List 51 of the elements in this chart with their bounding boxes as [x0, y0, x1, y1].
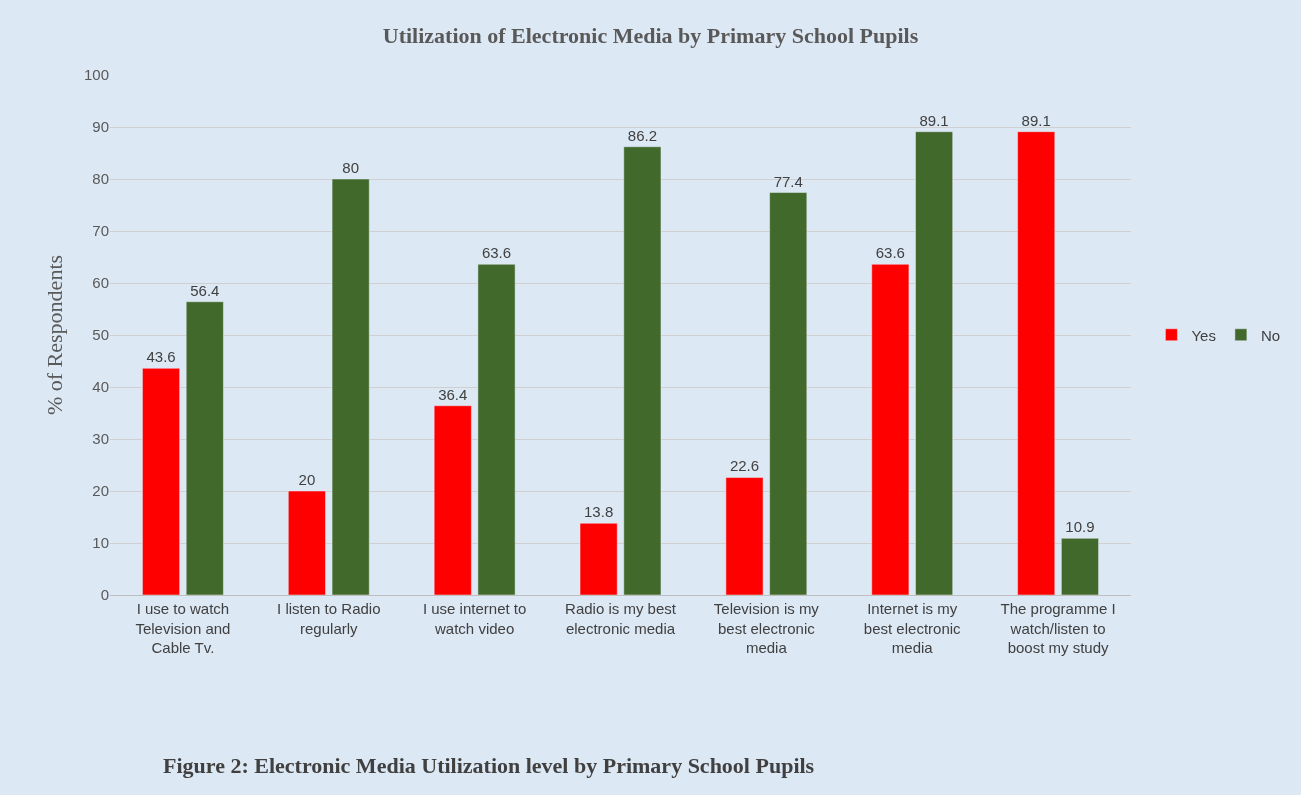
y-tick-label: 70 [92, 222, 109, 240]
x-tick-label: Internet is my best electronic media [863, 600, 962, 656]
bar [579, 522, 618, 595]
bar [769, 192, 808, 595]
bar [1061, 538, 1099, 595]
data-label: 63.6 [875, 244, 905, 262]
x-tick-label: I listen to Radio regularly [277, 600, 381, 637]
data-label: 80 [342, 159, 360, 176]
y-tick-label: 80 [92, 170, 109, 188]
legend-label: No [1260, 326, 1281, 344]
data-label: 77.4 [773, 172, 803, 190]
bar [871, 264, 910, 595]
legend-label: Yes [1191, 326, 1216, 344]
x-tick-label: The programme I watch/listen to boost my study [1000, 600, 1116, 656]
x-tick-label: I use to watch Television and Cable Tv. [135, 600, 231, 656]
x-tick-label: Radio is my best electronic media [565, 600, 677, 637]
y-tick-label: 100 [83, 66, 109, 84]
bar [288, 490, 326, 595]
x-tick-label: I use internet to watch video [422, 600, 527, 637]
y-axis-title: % of Respondents [41, 254, 67, 416]
x-tick-label: Television is my best electronic media [713, 600, 820, 656]
data-label: 36.4 [438, 385, 468, 403]
y-tick-label: 50 [92, 326, 109, 344]
data-label: 63.6 [481, 244, 512, 262]
data-label: 56.4 [190, 281, 220, 299]
chart-title: Utilization of Electronic Media by Primary School Pupils [382, 23, 919, 49]
data-label: 43.6 [146, 348, 176, 366]
bar [725, 477, 764, 595]
y-tick-label: 0 [100, 586, 109, 604]
data-label: 20 [298, 471, 316, 488]
y-tick-label: 10 [92, 534, 109, 552]
bar [185, 301, 224, 595]
y-tick-label: 40 [92, 378, 109, 396]
data-label: 86.2 [627, 126, 657, 144]
bar [623, 146, 662, 595]
y-tick-label: 60 [92, 274, 109, 292]
bar [915, 131, 953, 595]
data-label: 10.9 [1065, 518, 1095, 536]
data-label: 22.6 [729, 457, 760, 475]
y-tick-label: 90 [92, 118, 109, 136]
data-label: 13.8 [584, 503, 614, 521]
caption: Figure 2: Electronic Media Utilization level by Primary School Pupils [163, 753, 815, 778]
bar [1017, 131, 1056, 595]
y-tick-label: 20 [92, 482, 109, 500]
y-tick-label: 30 [92, 430, 109, 448]
bar [433, 405, 472, 595]
data-label: 89.1 [919, 111, 949, 129]
bar [477, 264, 516, 595]
bar [331, 178, 370, 595]
data-label: 89.1 [1021, 111, 1051, 129]
bar [142, 368, 180, 595]
